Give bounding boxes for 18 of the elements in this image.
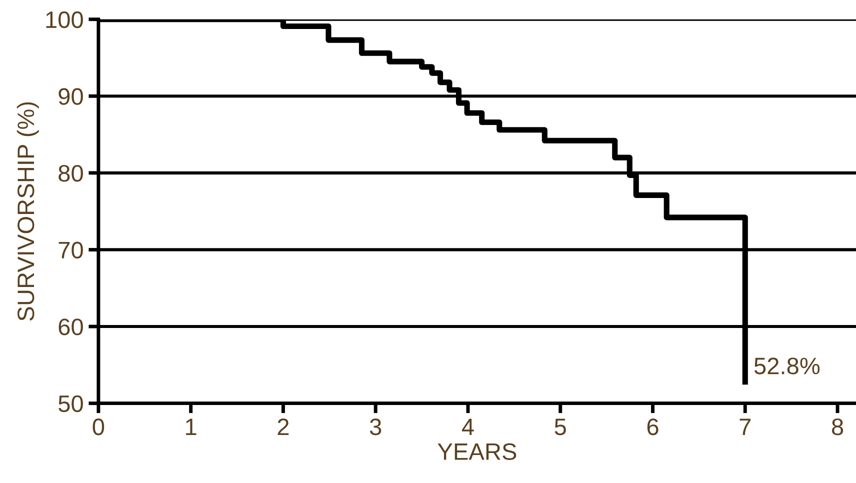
y-tick-label: 100 xyxy=(46,11,83,28)
x-tick-label: 6 xyxy=(647,418,658,436)
annotation: 52.8% xyxy=(754,358,820,374)
x-tick-label: 1 xyxy=(186,418,196,435)
x-axis-title: YEARS xyxy=(438,443,516,460)
y-tick-label: 70 xyxy=(58,242,83,258)
y-tick-label: 90 xyxy=(58,88,83,105)
y-tick-label: 60 xyxy=(58,318,83,336)
y-tick-label: 50 xyxy=(58,395,83,412)
x-tick-label: 4 xyxy=(462,418,474,435)
x-tick-label: 0 xyxy=(92,418,104,436)
x-tick-label: 8 xyxy=(832,418,844,436)
x-tick-label: 5 xyxy=(554,418,566,436)
y-tick-label: 80 xyxy=(58,164,83,182)
x-tick-label: 2 xyxy=(278,418,289,435)
y-axis-title: SURVIVORSHIP (%) xyxy=(16,102,39,321)
x-tick-label: 3 xyxy=(370,418,382,436)
x-tick-label: 7 xyxy=(740,418,751,435)
